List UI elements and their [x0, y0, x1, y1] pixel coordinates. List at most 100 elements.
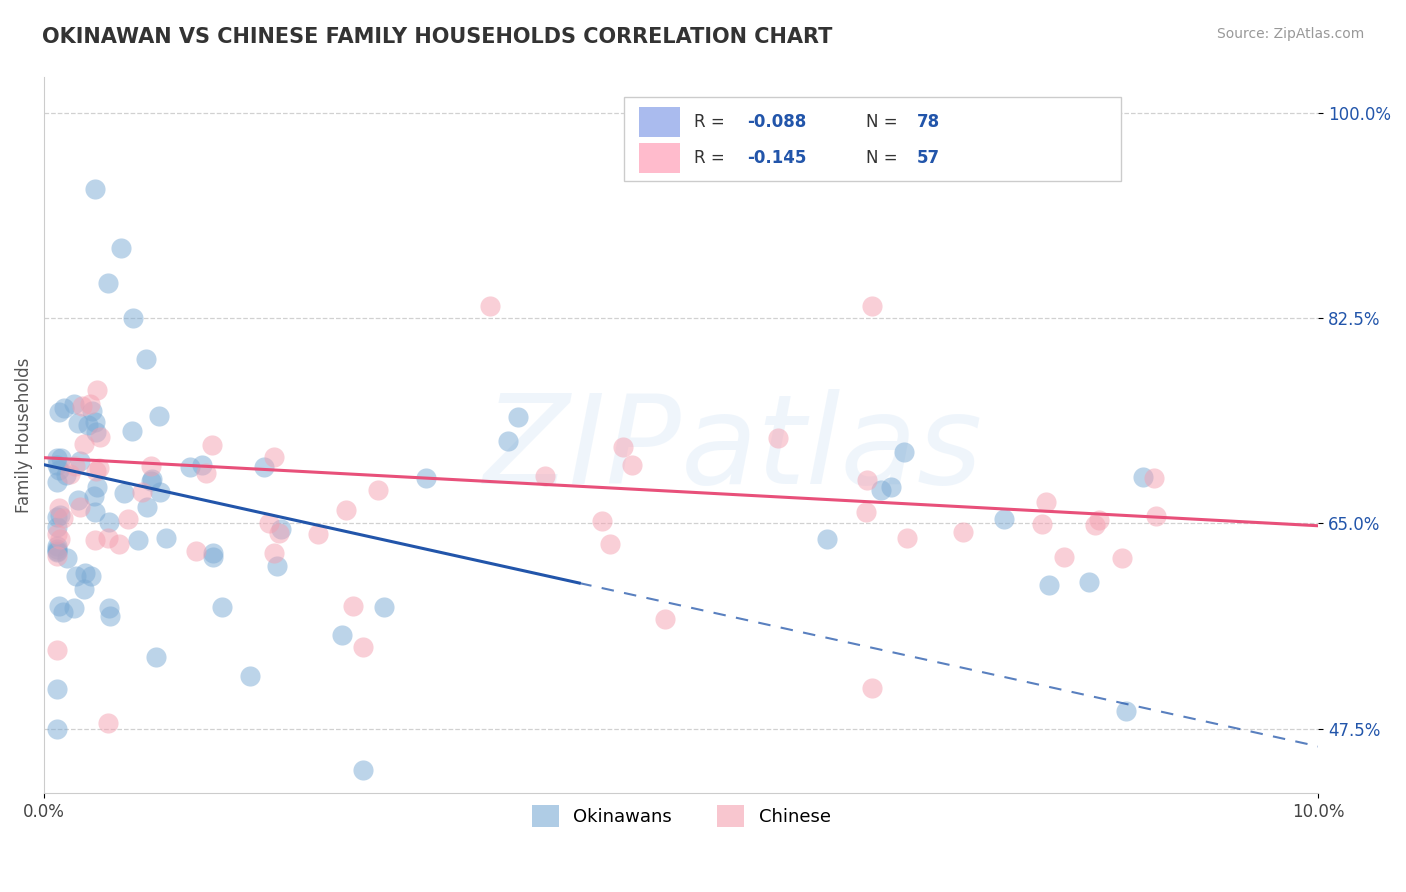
Point — [201, 438, 224, 452]
Point — [135, 500, 157, 514]
Point — [45, 520, 67, 534]
Point — [98, 515, 121, 529]
Text: Source: ZipAtlas.com: Source: ZipAtlas.com — [1216, 27, 1364, 41]
Point — [1084, 518, 1107, 533]
Point — [856, 473, 879, 487]
Point — [330, 628, 353, 642]
Point — [86, 383, 108, 397]
Point — [599, 537, 621, 551]
Point — [952, 524, 974, 539]
Point — [45, 458, 67, 473]
Point — [257, 516, 280, 530]
Point — [121, 424, 143, 438]
Point — [131, 485, 153, 500]
Point — [194, 466, 217, 480]
Point — [49, 508, 72, 523]
Point — [66, 416, 89, 430]
Point — [239, 669, 262, 683]
Point — [84, 533, 107, 547]
Point — [45, 642, 67, 657]
Point — [367, 483, 389, 497]
Point — [73, 582, 96, 597]
Point — [860, 681, 883, 695]
Point — [84, 182, 107, 196]
Point — [45, 543, 67, 558]
Point — [352, 763, 374, 777]
Point — [893, 444, 915, 458]
Point — [86, 479, 108, 493]
Point — [1035, 495, 1057, 509]
Point — [373, 599, 395, 614]
Point — [621, 458, 644, 473]
Point — [1115, 704, 1137, 718]
Point — [98, 600, 121, 615]
Legend: Okinawans, Chinese: Okinawans, Chinese — [524, 798, 838, 834]
Point — [97, 276, 120, 290]
Point — [75, 566, 97, 580]
Point — [855, 505, 877, 519]
Point — [63, 397, 86, 411]
Point — [83, 489, 105, 503]
Point — [335, 503, 357, 517]
Point — [270, 522, 292, 536]
Point — [72, 399, 94, 413]
Point — [63, 601, 86, 615]
Point — [122, 311, 145, 326]
Point — [141, 472, 163, 486]
Point — [84, 505, 107, 519]
Text: N =: N = — [866, 149, 903, 167]
FancyBboxPatch shape — [624, 96, 1121, 181]
Point — [148, 409, 170, 423]
Point — [896, 531, 918, 545]
Point — [45, 722, 67, 736]
Point — [479, 299, 502, 313]
Point — [83, 415, 105, 429]
Point — [184, 543, 207, 558]
Point — [1088, 513, 1111, 527]
Point — [201, 549, 224, 564]
Point — [89, 430, 111, 444]
Point — [141, 458, 163, 473]
Point — [139, 474, 162, 488]
Point — [1078, 575, 1101, 590]
Text: 57: 57 — [917, 149, 941, 167]
Text: -0.088: -0.088 — [748, 112, 807, 131]
Y-axis label: Family Households: Family Households — [15, 358, 32, 513]
Point — [506, 410, 529, 425]
Point — [48, 599, 70, 613]
Point — [211, 600, 233, 615]
Point — [1111, 550, 1133, 565]
Point — [45, 549, 67, 563]
Point — [52, 401, 75, 415]
Point — [55, 468, 77, 483]
Point — [266, 559, 288, 574]
Point — [127, 533, 149, 547]
Point — [97, 531, 120, 545]
Point — [66, 492, 89, 507]
Point — [612, 441, 634, 455]
Point — [1144, 509, 1167, 524]
Point — [190, 458, 212, 472]
Point — [80, 404, 103, 418]
Point — [149, 484, 172, 499]
Point — [84, 464, 107, 478]
Point — [48, 500, 70, 515]
Point — [880, 480, 903, 494]
Point — [45, 510, 67, 524]
FancyBboxPatch shape — [640, 143, 681, 173]
Point — [97, 715, 120, 730]
Point — [110, 241, 132, 255]
Text: OKINAWAN VS CHINESE FAMILY HOUSEHOLDS CORRELATION CHART: OKINAWAN VS CHINESE FAMILY HOUSEHOLDS CO… — [42, 27, 832, 46]
Point — [55, 550, 77, 565]
Point — [80, 568, 103, 582]
Point — [112, 486, 135, 500]
Point — [48, 405, 70, 419]
Point — [73, 437, 96, 451]
Point — [45, 681, 67, 696]
Point — [45, 450, 67, 465]
Point — [263, 450, 285, 464]
Point — [263, 545, 285, 559]
Point — [48, 463, 70, 477]
Point — [48, 532, 70, 546]
Point — [1143, 471, 1166, 485]
